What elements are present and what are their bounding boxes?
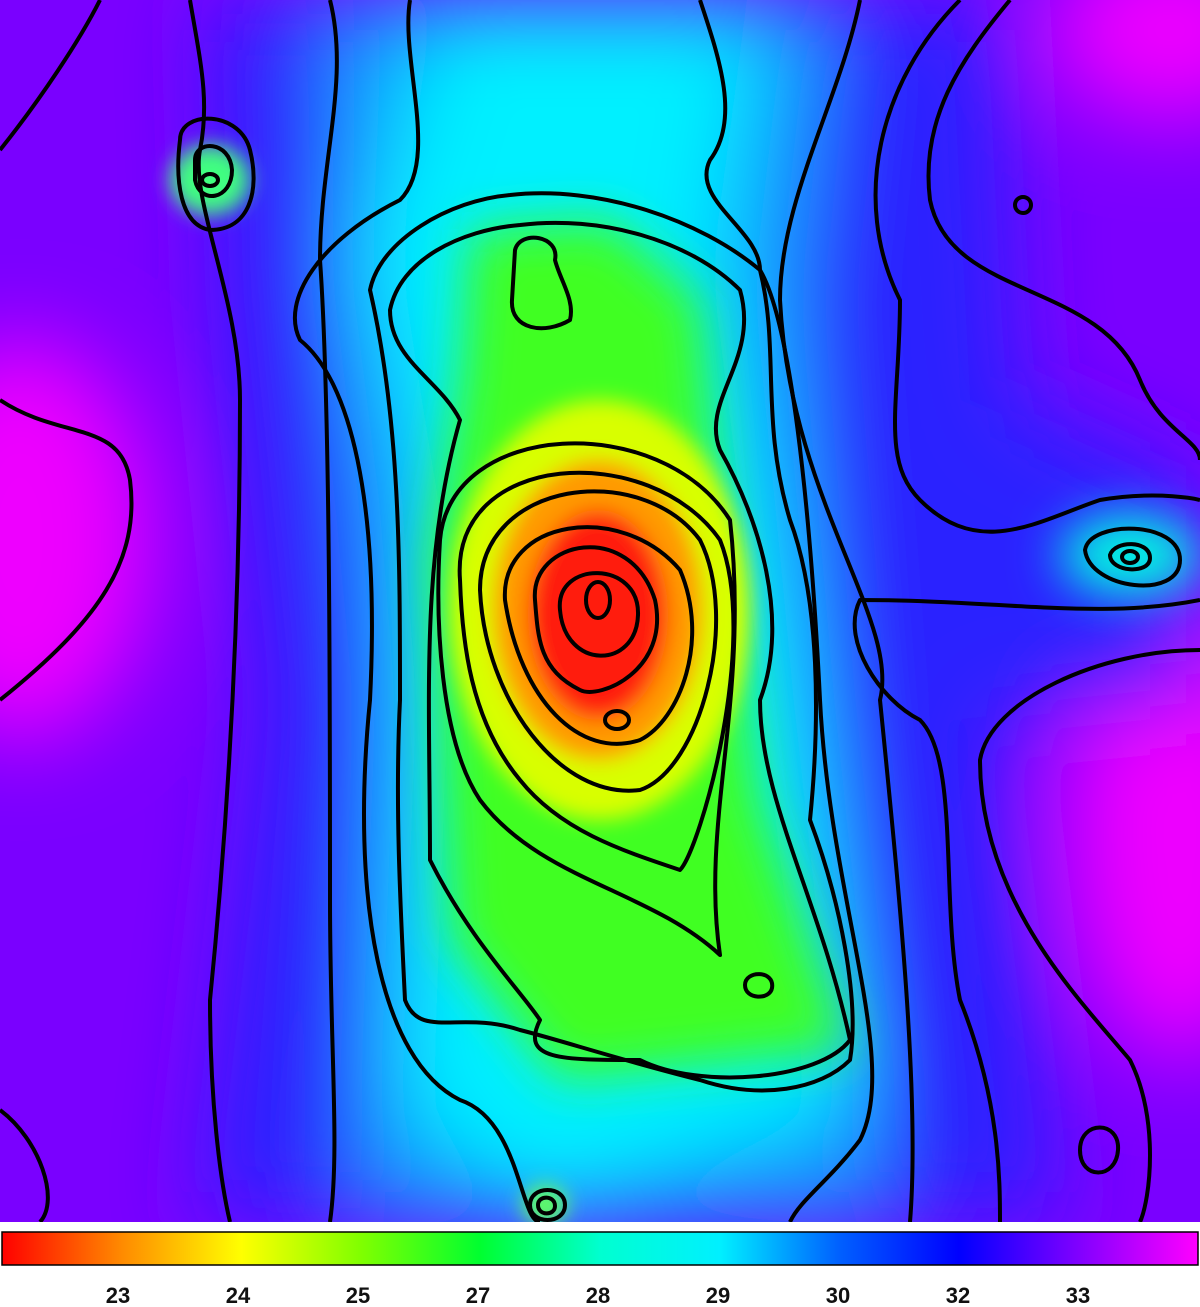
colorbar-tick-label: 27 bbox=[466, 1283, 490, 1307]
colorbar-tick-label: 33 bbox=[1066, 1283, 1090, 1307]
colorbar-tick-label: 32 bbox=[946, 1283, 970, 1307]
colorbar-tick-label: 28 bbox=[586, 1283, 610, 1307]
colorbar-tick-label: 25 bbox=[346, 1283, 370, 1307]
colorbar-tick-label: 24 bbox=[226, 1283, 251, 1307]
colorbar-tick-label: 30 bbox=[826, 1283, 850, 1307]
colorbar-tick-label: 23 bbox=[106, 1283, 130, 1307]
contours bbox=[0, 0, 1200, 1222]
colorbar-tick-label: 29 bbox=[706, 1283, 730, 1307]
colorbar bbox=[1, 1231, 1199, 1266]
map-image bbox=[0, 0, 1200, 1222]
